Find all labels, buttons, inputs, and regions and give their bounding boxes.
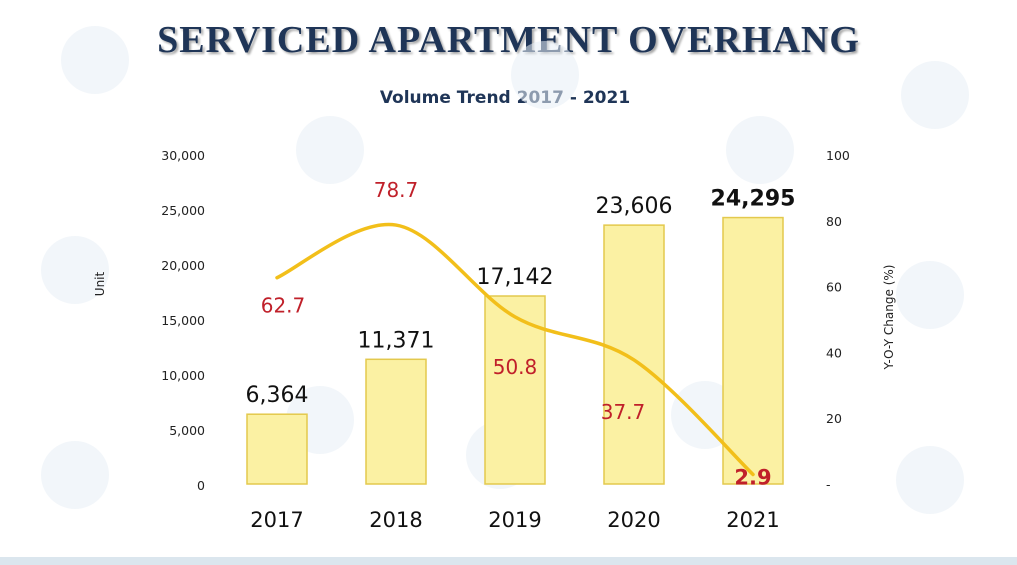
watermark-disc [671, 381, 739, 449]
bar-value-label: 23,606 [596, 194, 673, 219]
x-axis-tick-label: 2017 [250, 508, 303, 532]
bar-2020 [603, 224, 665, 485]
line-layer [275, 222, 755, 477]
y-axis-right-tick-label: 20 [826, 411, 842, 426]
yoy-value-label: 2.9 [734, 465, 771, 489]
y-axis-right-tick-label: 100 [826, 148, 850, 163]
y-axis-tick-label: 5,000 [169, 423, 205, 438]
watermark-disc [41, 441, 109, 509]
x-axis-tick-label: 2021 [726, 508, 779, 532]
watermark-disc [896, 446, 964, 514]
y-axis-right-tick-label: - [826, 477, 831, 492]
y-axis-tick-label: 15,000 [161, 313, 205, 328]
bars-layer [246, 216, 784, 485]
y-axis-tick-label: 20,000 [161, 258, 205, 273]
y-axis-right-tick-label: 80 [826, 214, 842, 229]
yoy-value-label: 78.7 [374, 178, 419, 202]
bar-2017 [246, 413, 308, 485]
watermark-disc [296, 116, 364, 184]
y-axis-right-tick-label: 40 [826, 345, 842, 360]
footer-bar [0, 557, 1017, 565]
yoy-value-label: 50.8 [493, 355, 538, 379]
y-axis-right-title: Y-O-Y Change (%) [882, 265, 896, 371]
bar-value-label: 24,295 [711, 187, 796, 212]
y-axis-tick-label: 10,000 [161, 368, 205, 383]
x-axis-tick-label: 2020 [607, 508, 660, 532]
bar-2019 [484, 295, 546, 485]
watermark-disc [896, 261, 964, 329]
y-axis-tick-label: 25,000 [161, 203, 205, 218]
x-axis-tick-label: 2019 [488, 508, 541, 532]
watermark-disc [41, 236, 109, 304]
watermark-disc [61, 26, 129, 94]
y-axis-tick-label: 30,000 [161, 148, 205, 163]
y-axis-title: Unit [93, 271, 107, 296]
axes-layer: 30,000 25,000 20,000 15,000 10,000 5,000 0 100 8… [93, 148, 896, 532]
y-axis-tick-label: 0 [197, 478, 205, 493]
watermark-disc [511, 41, 579, 109]
bar-2021 [722, 216, 784, 485]
y-axis-right-tick-label: 60 [826, 280, 842, 295]
bar-value-label: 11,371 [358, 328, 435, 353]
yoy-value-label: 37.7 [601, 400, 646, 424]
x-axis-tick-label: 2018 [369, 508, 422, 532]
watermark-disc [901, 61, 969, 129]
yoy-value-label: 62.7 [261, 294, 306, 318]
bar-value-label: 6,364 [246, 383, 309, 408]
yoy-change-line [275, 222, 755, 477]
labels-layer: 6,364 11,371 17,142 23,606 24,295 62.7 78.7 50.… [246, 178, 796, 489]
bar-2018 [365, 358, 427, 485]
watermark-disc [726, 116, 794, 184]
bar-value-label: 17,142 [477, 265, 554, 290]
page-title: SERVICED APARTMENT OVERHANG [157, 19, 860, 61]
